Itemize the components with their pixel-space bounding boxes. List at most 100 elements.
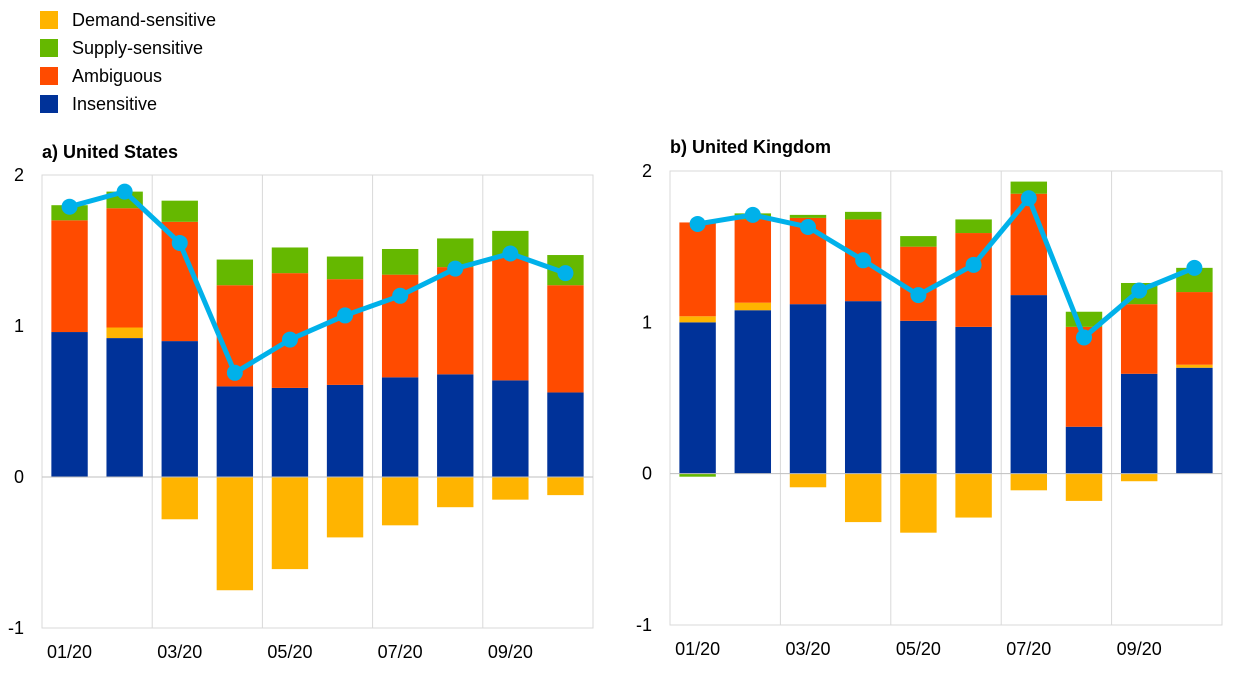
bar-demand-sensitive bbox=[1120, 473, 1158, 482]
bar-ambiguous bbox=[1010, 193, 1048, 296]
y-tick-label: -1 bbox=[8, 618, 24, 638]
bar-demand-sensitive bbox=[679, 316, 716, 323]
legend-item-supply-sensitive: Supply-sensitive bbox=[40, 34, 216, 62]
bar-ambiguous bbox=[1176, 292, 1213, 365]
x-tick-label: 03/20 bbox=[785, 639, 830, 659]
bar-supply-sensitive bbox=[216, 259, 254, 286]
bar-insensitive bbox=[161, 341, 198, 477]
x-tick-label: 01/20 bbox=[675, 639, 720, 659]
bar-ambiguous bbox=[1120, 304, 1158, 374]
legend-swatch bbox=[40, 95, 58, 113]
legend-swatch bbox=[40, 11, 58, 29]
line-point bbox=[1020, 190, 1037, 207]
line-point bbox=[1131, 282, 1148, 299]
bar-supply-sensitive bbox=[679, 473, 716, 477]
bar-demand-sensitive bbox=[844, 473, 882, 523]
line-point bbox=[855, 252, 872, 269]
x-tick-label: 09/20 bbox=[488, 642, 533, 662]
legend-swatch bbox=[40, 39, 58, 57]
chart-title: b) United Kingdom bbox=[670, 137, 831, 157]
bar-ambiguous bbox=[492, 256, 529, 381]
bar-demand-sensitive bbox=[734, 302, 772, 311]
bar-ambiguous bbox=[437, 267, 474, 375]
bar-demand-sensitive bbox=[326, 477, 364, 538]
line-point bbox=[1076, 329, 1092, 346]
total-line bbox=[697, 195, 1196, 340]
bar-insensitive bbox=[381, 377, 419, 477]
bar-demand-sensitive bbox=[955, 473, 992, 518]
bar-ambiguous bbox=[326, 279, 364, 385]
bar-ambiguous bbox=[51, 220, 88, 333]
x-tick-label: 07/20 bbox=[378, 642, 423, 662]
bar-demand-sensitive bbox=[900, 473, 937, 533]
chart-panel-united-kingdom: b) United Kingdom 2 1 0 -1 01/20 03/20 05/20 07/… bbox=[636, 137, 1223, 659]
bar-demand-sensitive bbox=[1176, 364, 1213, 368]
bar-supply-sensitive bbox=[900, 236, 937, 247]
line-point bbox=[392, 287, 409, 304]
legend-label: Supply-sensitive bbox=[72, 37, 204, 58]
bar-insensitive bbox=[679, 322, 716, 474]
chart-title: a) United States bbox=[42, 142, 178, 162]
legend-item-ambiguous: Ambiguous bbox=[40, 62, 216, 90]
line-point bbox=[689, 215, 706, 232]
bar-demand-sensitive bbox=[547, 477, 584, 496]
legend-label: Insensitive bbox=[72, 93, 158, 114]
plot-frame bbox=[669, 170, 1223, 626]
bar-insensitive bbox=[1065, 426, 1103, 474]
bar-insensitive bbox=[1010, 295, 1048, 474]
bar-insensitive bbox=[106, 338, 143, 477]
bar-supply-sensitive bbox=[844, 211, 882, 220]
legend-item-insensitive: Insensitive bbox=[40, 90, 216, 118]
line-point bbox=[744, 206, 761, 223]
line-point bbox=[910, 287, 927, 304]
line-point bbox=[965, 256, 982, 273]
bar-insensitive bbox=[1176, 367, 1213, 474]
bar-insensitive bbox=[734, 310, 772, 474]
bar-supply-sensitive bbox=[789, 214, 827, 218]
total-line bbox=[68, 189, 567, 376]
x-tick-label: 09/20 bbox=[1117, 639, 1162, 659]
bar-insensitive bbox=[271, 387, 309, 477]
bar-insensitive bbox=[900, 320, 937, 474]
bar-supply-sensitive bbox=[326, 256, 364, 280]
plot-frame bbox=[41, 174, 594, 629]
x-tick-label: 03/20 bbox=[157, 642, 202, 662]
bar-demand-sensitive bbox=[1065, 473, 1103, 501]
bar-demand-sensitive bbox=[492, 477, 529, 500]
bar-insensitive bbox=[51, 332, 88, 477]
line-point bbox=[171, 234, 188, 251]
legend-swatch bbox=[40, 67, 58, 85]
bar-ambiguous bbox=[271, 273, 309, 388]
bar-demand-sensitive bbox=[106, 327, 143, 339]
legend: Demand-sensitive Supply-sensitive Ambiguou… bbox=[40, 6, 216, 118]
line-point bbox=[116, 183, 133, 200]
bar-ambiguous bbox=[547, 285, 584, 393]
line-point bbox=[800, 218, 816, 235]
line-point bbox=[1186, 259, 1203, 276]
bar-insensitive bbox=[216, 386, 254, 477]
bar-demand-sensitive bbox=[271, 477, 309, 570]
bar-demand-sensitive bbox=[789, 473, 827, 488]
bar-ambiguous bbox=[106, 208, 143, 328]
y-tick-label: 2 bbox=[642, 161, 652, 181]
bar-supply-sensitive bbox=[161, 200, 198, 222]
line-point bbox=[337, 307, 354, 324]
x-tick-label: 07/20 bbox=[1006, 639, 1051, 659]
bar-demand-sensitive bbox=[216, 477, 254, 591]
legend-item-demand-sensitive: Demand-sensitive bbox=[40, 6, 216, 34]
line-point bbox=[447, 260, 464, 277]
y-tick-label: 0 bbox=[642, 464, 652, 484]
bar-ambiguous bbox=[734, 219, 772, 303]
bar-insensitive bbox=[326, 384, 364, 477]
y-tick-label: 1 bbox=[14, 316, 24, 336]
x-tick-label: 01/20 bbox=[47, 642, 92, 662]
bar-demand-sensitive bbox=[1010, 473, 1048, 491]
bar-ambiguous bbox=[900, 246, 937, 321]
line-point bbox=[557, 265, 574, 282]
y-tick-label: -1 bbox=[636, 615, 652, 635]
x-tick-label: 05/20 bbox=[896, 639, 941, 659]
bar-ambiguous bbox=[679, 222, 716, 317]
chart-panel-united-states: a) United States 2 1 0 -1 01/20 03/20 05/20 07/2… bbox=[8, 142, 594, 662]
y-tick-label: 0 bbox=[14, 467, 24, 487]
